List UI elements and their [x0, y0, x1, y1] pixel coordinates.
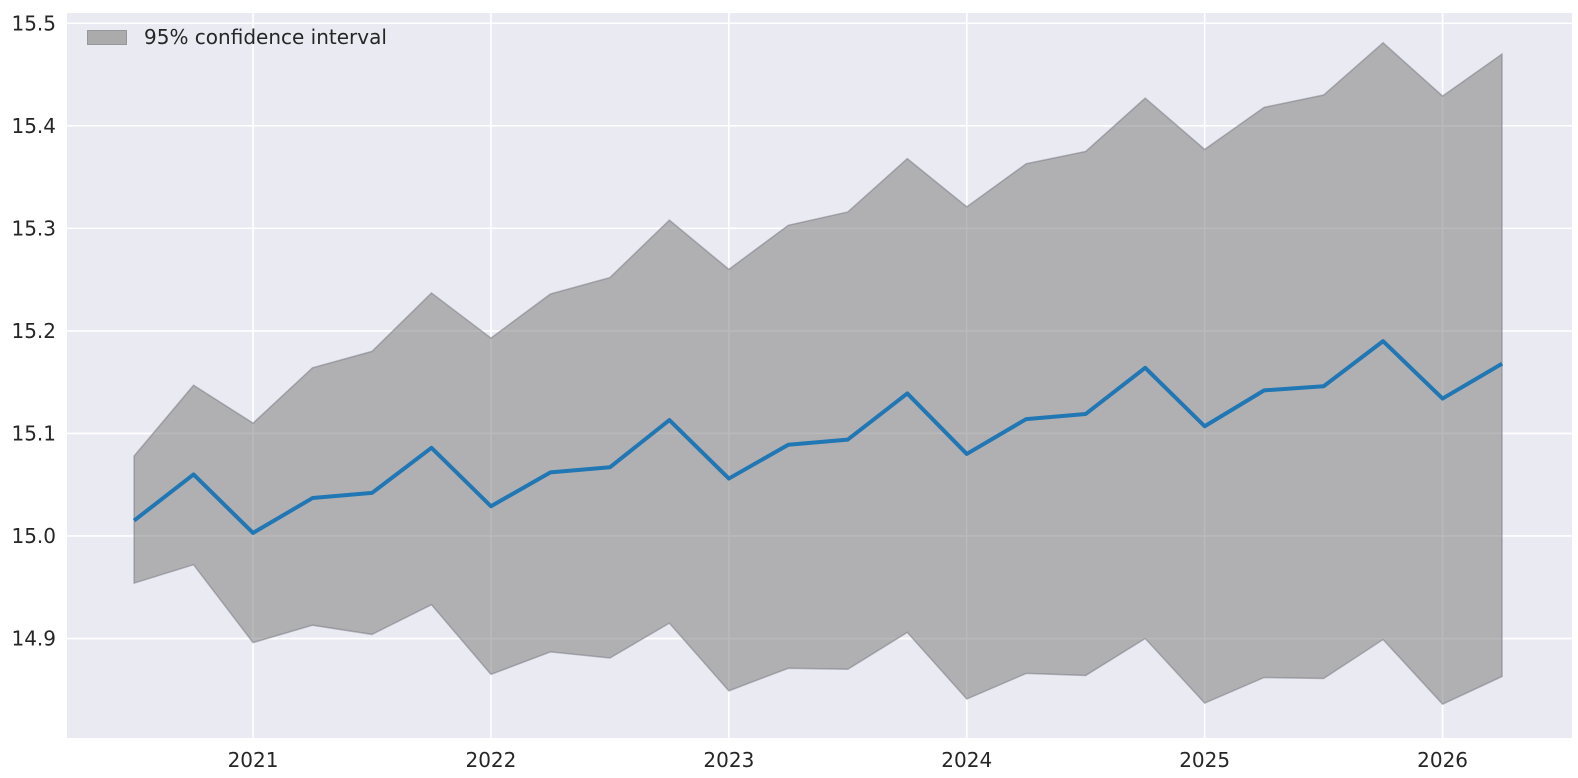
y-tick-label: 15.2	[11, 319, 56, 343]
x-tick-label: 2025	[1179, 748, 1230, 772]
y-tick-label: 15.1	[11, 421, 56, 445]
y-tick-label: 15.4	[11, 114, 56, 138]
x-tick-label: 2026	[1417, 748, 1468, 772]
forecast-line	[132, 339, 1504, 535]
y-tick-label: 14.9	[11, 627, 56, 651]
x-tick-label: 2023	[703, 748, 754, 772]
y-tick-label: 15.5	[11, 11, 56, 35]
x-tick-label: 2024	[941, 748, 992, 772]
y-tick-label: 15.3	[11, 216, 56, 240]
x-tick-label: 2022	[465, 748, 516, 772]
x-tick-label: 2021	[228, 748, 279, 772]
confidence-band	[133, 41, 1503, 706]
y-tick-label: 15.0	[11, 524, 56, 548]
